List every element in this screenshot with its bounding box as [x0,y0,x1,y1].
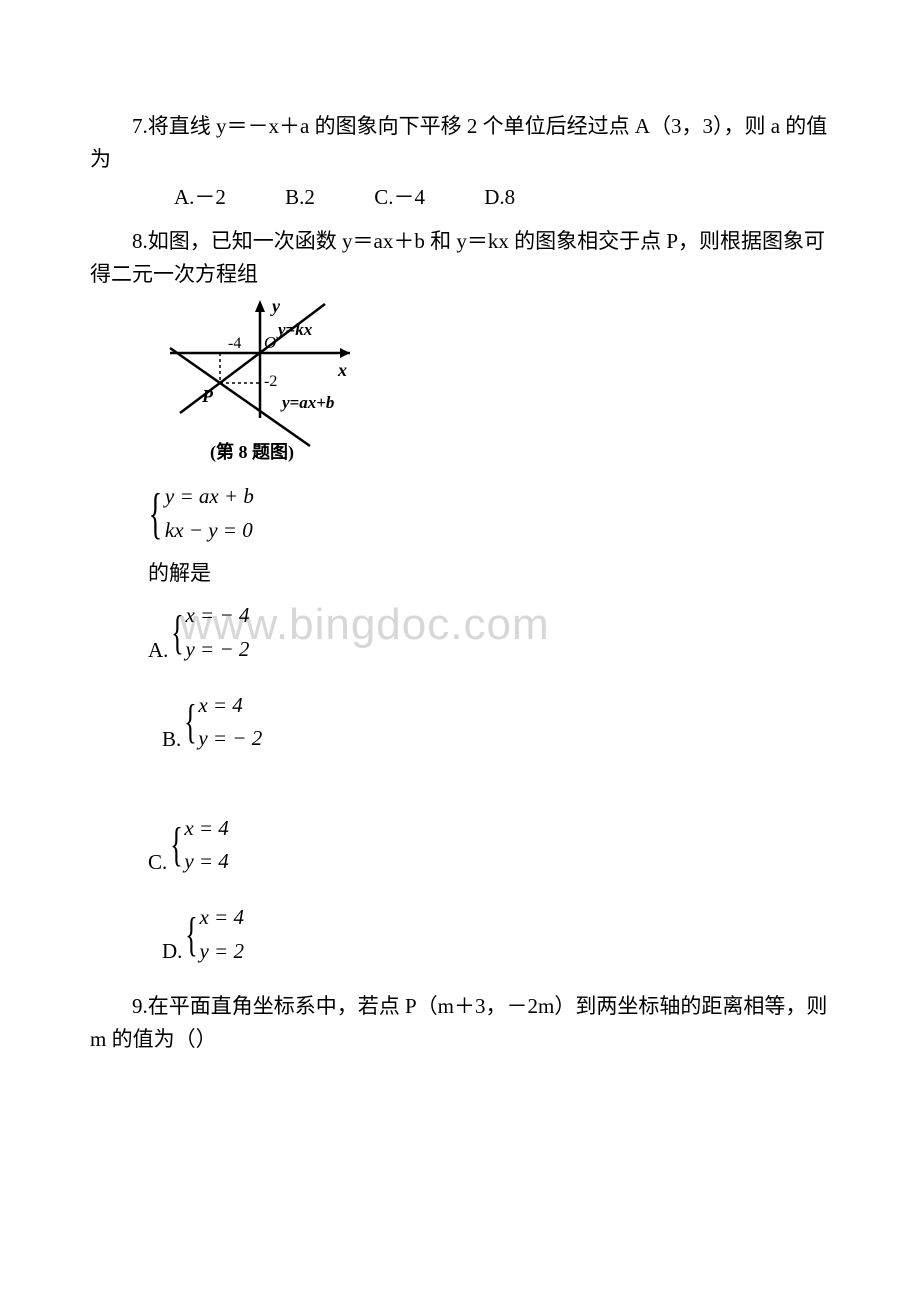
line-axb-label: y=ax+b [280,393,334,412]
brace-icon: { [184,698,197,746]
q7-options: A.－2 B.2 C.－4 D.8 [90,181,830,211]
brace-icon: { [186,911,199,959]
q8-text: 8.如图，已知一次函数 y＝ax＋b 和 y＝kx 的图象相交于点 P，则根据图… [90,225,830,290]
q8-system: { y = ax + b kx − y = 0 [148,480,830,547]
q8-graph-svg: y x O -4 -2 P y=kx [160,298,390,468]
q8-opt-c-l1: x = 4 [184,812,229,846]
q8-opt-a: A. { x = − 4 y = − 2 [148,599,830,666]
q8-opt-d-label: D. [162,939,182,968]
q8-opt-b: B. { x = 4 y = − 2 [162,689,830,756]
q8-opt-a-l2: y = − 2 [185,633,249,667]
q7-text: 7.将直线 y＝－x＋a 的图象向下平移 2 个单位后经过点 A（3，3），则 … [90,110,830,175]
q8-opt-b-l2: y = − 2 [198,722,262,756]
q8-opt-c: C. { x = 4 y = 4 [148,812,830,879]
q9-text: 9.在平面直角坐标系中，若点 P（m＋3，－2m）到两坐标轴的距离相等，则 m … [90,990,830,1055]
p-label: P [201,386,214,406]
q8-graph: y x O -4 -2 P y=kx [160,298,830,468]
q8-opt-b-label: B. [162,727,181,756]
q8-solution-prompt: 的解是 [148,557,830,587]
y-tick-label: -2 [264,373,277,390]
brace-icon: { [172,609,185,657]
graph-caption: (第 8 题图) [210,441,294,463]
axis-y-label: y [270,298,281,316]
q8-opt-a-label: A. [148,638,168,667]
brace-icon: { [149,486,162,542]
q8-opt-b-l1: x = 4 [198,689,262,723]
q8-opt-c-label: C. [148,850,167,879]
brace-icon: { [170,821,183,869]
q7-opt-c: C.－4 [332,181,425,211]
axis-x-label: x [337,360,347,380]
q8-opt-d-l1: x = 4 [199,901,244,935]
q7-opt-b: B.2 [243,185,315,210]
q8-opt-d-l2: y = 2 [199,935,244,969]
q8-system-line1: y = ax + b [165,480,254,514]
q8-opt-d: D. { x = 4 y = 2 [162,901,830,968]
q7-opt-d: D.8 [442,185,515,210]
q8-system-line2: kx − y = 0 [165,514,254,548]
line-kx-label: y=kx [276,320,313,339]
x-tick-label: -4 [228,335,241,352]
q7-opt-a: A.－2 [132,181,226,211]
q8-opt-a-l1: x = − 4 [185,599,249,633]
q8-opt-c-l2: y = 4 [184,845,229,879]
